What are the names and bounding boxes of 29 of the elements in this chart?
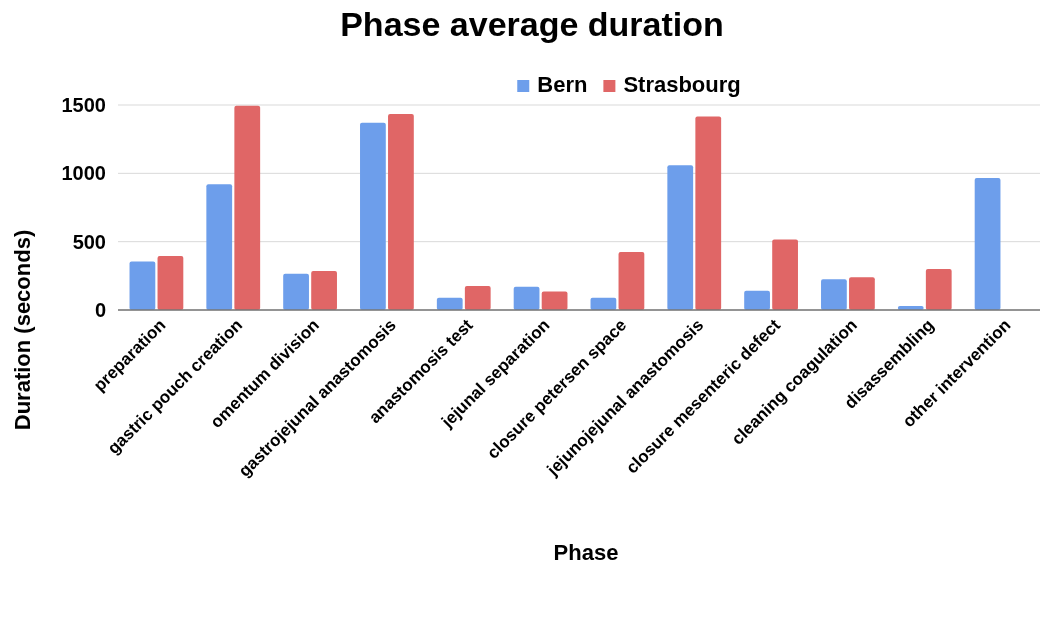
y-tick-label: 1000 — [61, 162, 106, 185]
x-axis-title: Phase — [553, 540, 619, 565]
y-tick-label: 1500 — [61, 93, 106, 116]
bar — [618, 251, 645, 310]
bar — [464, 286, 491, 310]
bar — [234, 105, 261, 310]
bar — [388, 113, 414, 310]
bar — [311, 271, 337, 310]
bar — [157, 256, 184, 310]
bar — [283, 273, 309, 310]
bar — [744, 290, 770, 310]
bar — [695, 116, 722, 310]
bar — [206, 184, 233, 310]
y-axis-title: Duration (seconds) — [10, 229, 35, 431]
y-tick-label: 500 — [72, 230, 106, 253]
bar — [821, 279, 847, 310]
bar — [772, 239, 798, 310]
y-tick-label: 0 — [94, 298, 106, 321]
bar — [513, 286, 540, 310]
bar — [925, 269, 952, 310]
bar — [974, 178, 1001, 310]
legend-label: Strasbourg — [623, 72, 741, 97]
legend-label: Bern — [537, 72, 588, 97]
bar — [360, 122, 386, 310]
bar — [667, 165, 694, 310]
bar — [436, 297, 463, 310]
bar — [849, 277, 875, 310]
bar — [129, 261, 156, 310]
chart-title: Phase average duration — [340, 5, 724, 43]
